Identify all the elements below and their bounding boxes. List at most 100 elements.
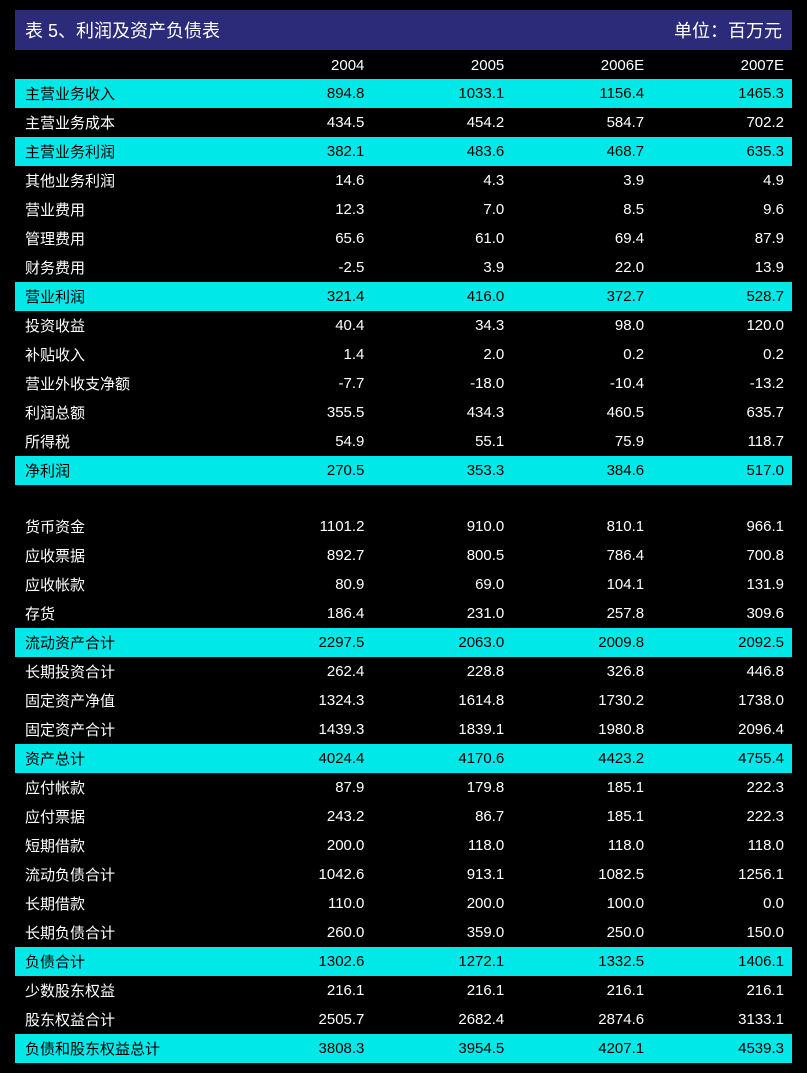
table-row: 主营业务成本434.5454.2584.7702.2 [15, 108, 792, 137]
row-value: 186.4 [233, 599, 373, 628]
table-header-bar: 表 5、利润及资产负债表 单位：百万元 [15, 10, 792, 50]
row-value: 34.3 [372, 311, 512, 340]
row-value: 309.6 [652, 599, 792, 628]
row-value: 118.0 [652, 831, 792, 860]
row-value: 800.5 [372, 541, 512, 570]
row-value: 635.7 [652, 398, 792, 427]
row-value: 216.1 [372, 976, 512, 1005]
row-label: 应收帐款 [15, 570, 233, 599]
row-value: 120.0 [652, 311, 792, 340]
blank-header [15, 52, 233, 79]
row-value: 75.9 [512, 427, 652, 456]
row-value: 384.6 [512, 456, 652, 485]
col-header-0: 2004 [233, 52, 373, 79]
table-row: 营业利润321.4416.0372.7528.7 [15, 282, 792, 311]
table-row: 应收票据892.7800.5786.4700.8 [15, 541, 792, 570]
row-value: 2092.5 [652, 628, 792, 657]
row-value: 355.5 [233, 398, 373, 427]
row-value: 61.0 [372, 224, 512, 253]
row-value: 222.3 [652, 773, 792, 802]
row-value: 1980.8 [512, 715, 652, 744]
row-value: 262.4 [233, 657, 373, 686]
row-value: 243.2 [233, 802, 373, 831]
row-value: 1256.1 [652, 860, 792, 889]
row-value: 700.8 [652, 541, 792, 570]
table-row: 其他业务利润14.64.33.94.9 [15, 166, 792, 195]
row-value: 8.5 [512, 195, 652, 224]
row-value: 1101.2 [233, 512, 373, 541]
row-value: 416.0 [372, 282, 512, 311]
table-row: 财务费用-2.53.922.013.9 [15, 253, 792, 282]
row-value: 892.7 [233, 541, 373, 570]
table-row: 投资收益40.434.398.0120.0 [15, 311, 792, 340]
row-value: 2063.0 [372, 628, 512, 657]
row-value: 54.9 [233, 427, 373, 456]
row-label: 补贴收入 [15, 340, 233, 369]
row-label: 负债和股东权益总计 [15, 1034, 233, 1063]
row-value [652, 485, 792, 512]
row-value: 179.8 [372, 773, 512, 802]
row-value: 12.3 [233, 195, 373, 224]
row-value: 110.0 [233, 889, 373, 918]
row-value: 1302.6 [233, 947, 373, 976]
row-value: 14.6 [233, 166, 373, 195]
table-row: 营业费用12.37.08.59.6 [15, 195, 792, 224]
row-value: 250.0 [512, 918, 652, 947]
row-value: 222.3 [652, 802, 792, 831]
row-label: 存货 [15, 599, 233, 628]
table-row: 货币资金1101.2910.0810.1966.1 [15, 512, 792, 541]
col-header-1: 2005 [372, 52, 512, 79]
row-value: 98.0 [512, 311, 652, 340]
row-value: 1042.6 [233, 860, 373, 889]
row-value: 2.0 [372, 340, 512, 369]
row-value [233, 485, 373, 512]
table-row: 应收帐款80.969.0104.1131.9 [15, 570, 792, 599]
row-value: 150.0 [652, 918, 792, 947]
table-row: 流动负债合计1042.6913.11082.51256.1 [15, 860, 792, 889]
row-value: 434.5 [233, 108, 373, 137]
row-value: 434.3 [372, 398, 512, 427]
row-value: 3.9 [372, 253, 512, 282]
row-value: 454.2 [372, 108, 512, 137]
row-value: 1332.5 [512, 947, 652, 976]
row-value: 2505.7 [233, 1005, 373, 1034]
row-value: 2682.4 [372, 1005, 512, 1034]
row-value: -13.2 [652, 369, 792, 398]
row-label: 利润总额 [15, 398, 233, 427]
row-value: 87.9 [652, 224, 792, 253]
row-label: 主营业务收入 [15, 79, 233, 108]
row-value: 2874.6 [512, 1005, 652, 1034]
table-row: 主营业务利润382.1483.6468.7635.3 [15, 137, 792, 166]
row-label: 营业外收支净额 [15, 369, 233, 398]
table-row: 主营业务收入894.81033.11156.41465.3 [15, 79, 792, 108]
row-value: 104.1 [512, 570, 652, 599]
table-title: 表 5、利润及资产负债表 [25, 17, 220, 43]
row-label: 投资收益 [15, 311, 233, 340]
row-value: 913.1 [372, 860, 512, 889]
col-header-3: 2007E [652, 52, 792, 79]
row-value: 86.7 [372, 802, 512, 831]
row-value: 69.0 [372, 570, 512, 599]
row-value: 118.0 [372, 831, 512, 860]
table-row: 所得税54.955.175.9118.7 [15, 427, 792, 456]
row-value: 446.8 [652, 657, 792, 686]
row-value: 4207.1 [512, 1034, 652, 1063]
row-label: 负债合计 [15, 947, 233, 976]
row-label: 长期投资合计 [15, 657, 233, 686]
table-row: 固定资产净值1324.31614.81730.21738.0 [15, 686, 792, 715]
row-value: 468.7 [512, 137, 652, 166]
row-value: 894.8 [233, 79, 373, 108]
row-value: 1406.1 [652, 947, 792, 976]
row-value: 216.1 [233, 976, 373, 1005]
row-value: 270.5 [233, 456, 373, 485]
row-value: 2297.5 [233, 628, 373, 657]
row-value: 80.9 [233, 570, 373, 599]
row-label: 长期负债合计 [15, 918, 233, 947]
row-label: 所得税 [15, 427, 233, 456]
row-label: 固定资产净值 [15, 686, 233, 715]
row-label: 长期借款 [15, 889, 233, 918]
table-row: 管理费用65.661.069.487.9 [15, 224, 792, 253]
row-value: 3954.5 [372, 1034, 512, 1063]
table-row: 净利润270.5353.3384.6517.0 [15, 456, 792, 485]
row-value: 4024.4 [233, 744, 373, 773]
